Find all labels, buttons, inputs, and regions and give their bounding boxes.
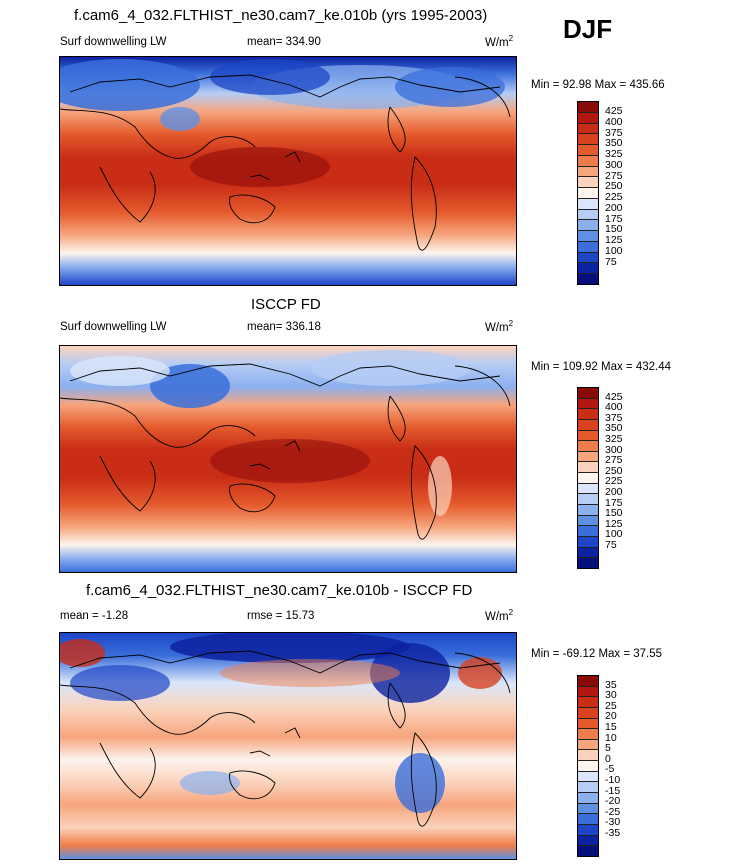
colorbar-tick: 400: [605, 401, 623, 413]
colorbar-tick: 150: [605, 507, 623, 519]
colorbar-tick: 425: [605, 391, 623, 403]
colorbar-tick: -10: [605, 774, 621, 786]
panel-2-variable-label: Surf downwelling LW: [60, 321, 167, 333]
colorbar-tick: 225: [605, 191, 623, 203]
panel-3-colorbar: [577, 675, 599, 857]
colorbar-tick: 25: [605, 700, 617, 712]
colorbar-tick: 15: [605, 721, 617, 733]
colorbar-tick: 425: [605, 105, 623, 117]
colorbar-tick: -20: [605, 795, 621, 807]
season-label: DJF: [563, 14, 613, 44]
colorbar-tick: 225: [605, 475, 623, 487]
colorbar-tick: 200: [605, 486, 623, 498]
colorbar-tick: 30: [605, 689, 617, 701]
panel-1-map: [59, 56, 517, 286]
panel-2-map: [59, 345, 517, 573]
panel-3-units-label: W/m2: [485, 608, 514, 623]
panel-3-mean-label: mean = -1.28: [60, 610, 129, 622]
colorbar-tick: 375: [605, 127, 623, 139]
colorbar-tick: 350: [605, 422, 623, 434]
panel-2-title: ISCCP FD: [251, 296, 321, 313]
colorbar-tick: 5: [605, 742, 611, 754]
colorbar-tick: 200: [605, 202, 623, 214]
panel-1-mean-label: mean= 334.90: [247, 36, 321, 48]
colorbar-tick: 100: [605, 245, 623, 257]
colorbar-tick: 250: [605, 465, 623, 477]
colorbar-tick: 10: [605, 732, 617, 744]
panel-2-colorbar: [577, 387, 599, 569]
colorbar-tick: -15: [605, 785, 621, 797]
colorbar-tick: 150: [605, 223, 623, 235]
colorbar-tick: 325: [605, 148, 623, 160]
panel-3-title: f.cam6_4_032.FLTHIST_ne30.cam7_ke.010b -…: [86, 582, 473, 599]
panel-1-variable-label: Surf downwelling LW: [60, 36, 167, 48]
colorbar-tick: 325: [605, 433, 623, 445]
panel-2-mean-label: mean= 336.18: [247, 321, 321, 333]
colorbar-tick: 400: [605, 116, 623, 128]
panel-3-minmax: Min = -69.12 Max = 37.55: [531, 648, 663, 660]
panel-3-map: [59, 632, 517, 860]
panel-2-minmax: Min = 109.92 Max = 432.44: [531, 361, 672, 373]
colorbar-tick: 125: [605, 234, 623, 246]
colorbar-tick: 300: [605, 159, 623, 171]
panel-1-colorbar: [577, 101, 599, 285]
colorbar-tick: 350: [605, 137, 623, 149]
colorbar-tick: 275: [605, 170, 623, 182]
panel-2-units-label: W/m2: [485, 319, 514, 334]
colorbar-tick: 75: [605, 256, 617, 268]
colorbar-tick: 175: [605, 497, 623, 509]
colorbar-tick: 175: [605, 213, 623, 225]
panel-1-units-label: W/m2: [485, 34, 514, 49]
colorbar-tick: 20: [605, 710, 617, 722]
colorbar-tick: 0: [605, 753, 611, 765]
colorbar-tick: 75: [605, 539, 617, 551]
panel-1-title: f.cam6_4_032.FLTHIST_ne30.cam7_ke.010b (…: [74, 7, 488, 24]
colorbar-tick: 100: [605, 528, 623, 540]
colorbar-tick: 250: [605, 180, 623, 192]
colorbar-tick: 275: [605, 454, 623, 466]
colorbar-tick: 35: [605, 679, 617, 691]
colorbar-tick: -25: [605, 806, 621, 818]
colorbar-tick: -30: [605, 816, 621, 828]
colorbar-tick: 375: [605, 412, 623, 424]
colorbar-tick: -5: [605, 763, 615, 775]
colorbar-tick: 125: [605, 518, 623, 530]
colorbar-tick: 300: [605, 444, 623, 456]
panel-3-rmse-label: rmse = 15.73: [247, 610, 315, 622]
colorbar-tick: -35: [605, 827, 621, 839]
panel-1-minmax: Min = 92.98 Max = 435.66: [531, 79, 665, 91]
